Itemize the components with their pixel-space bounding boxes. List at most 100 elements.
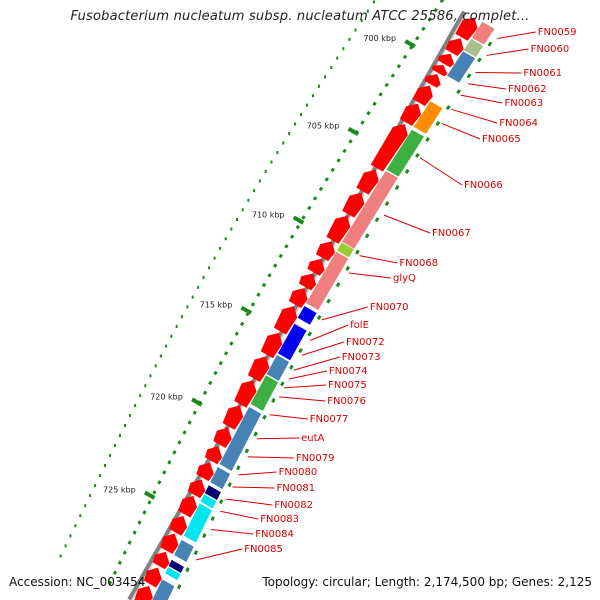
gc-dot [118,434,121,438]
outer-tick [307,331,313,337]
gene-label: FN0065 [482,134,521,145]
cds-arrow [431,65,448,77]
gc-dot [202,276,205,280]
ruler-tick [324,177,329,182]
feature-block [266,355,290,381]
gc-dot [129,414,132,418]
gc-dot [191,295,194,299]
ruler-tick [229,341,234,346]
outer-tick [210,516,215,522]
outer-tick [244,448,250,454]
gc-dot [219,246,222,250]
cds-arrow [342,192,365,218]
leader-line [475,71,522,74]
gene-label: folE [350,320,369,331]
cds-arrow [437,53,455,68]
feature-block [204,485,221,501]
gc-dot [247,198,250,202]
leader-line [196,548,243,561]
ruler-tick [295,224,300,230]
cds-arrow [204,446,223,465]
leader-line [301,341,345,356]
inner-gc-track [59,0,375,558]
gene-label: FN0060 [531,44,570,55]
ruler-label: 715 kbp [200,301,233,310]
cds-arrow [169,515,188,536]
leader-line [309,324,349,341]
feature-block [446,51,476,83]
ruler-label: 720 kbp [150,392,183,401]
cds-arrow [222,405,244,430]
leader-line [383,214,431,234]
feature-block [471,21,495,45]
cds-arrow [187,479,206,499]
gene-label: FN0074 [329,366,368,377]
ruler-tick [250,302,256,307]
outer-tick [289,364,294,370]
gene-label: FN0070 [370,302,409,313]
gene-label: FN0061 [523,68,562,79]
ruler-tick [142,510,147,515]
accession-label: Accession: NC_003454 [9,575,145,589]
ruler-tick [318,186,324,192]
leader-line [441,123,481,140]
feature-block [200,494,217,509]
gene-label: FN0076 [327,396,366,407]
feature-block [174,539,194,562]
ruler-tick [284,244,289,249]
gc-dot [318,84,321,88]
ruler-tick [402,54,408,60]
gene-label: eutA [301,433,324,444]
feature-block [165,567,181,581]
cds-arrow [455,17,478,41]
gc-dot [282,141,285,145]
ruler-tick [307,205,312,211]
ruler-major-tick [404,39,416,49]
cds-arrow [370,124,408,172]
outer-tick [374,217,380,223]
ruler-major-tick [191,397,203,407]
outer-tick [280,381,285,387]
ruler-tick [267,273,272,278]
outer-tick [218,499,224,505]
cds-arrow [152,551,170,570]
cds-arrow [134,585,153,600]
label-leaders [196,31,536,561]
cds-arrow [260,332,283,359]
outer-tick [236,465,241,471]
ruler-tick [360,120,365,125]
gc-dot [294,122,297,126]
outer-tick [262,414,267,420]
gc-dot [306,103,309,107]
feature-block [386,129,425,177]
cds-arrow [307,258,325,276]
gene-label: glyQ [393,273,416,284]
ruler-tick [384,82,389,88]
ruler-tick [330,167,335,173]
gc-dot [230,227,233,231]
gc-dot [330,65,333,69]
leader-line [486,48,529,56]
leader-line [247,456,294,459]
gc-dot [154,364,157,368]
cds-arrow [143,567,162,588]
ruler-tick [187,420,192,425]
gc-dot [336,56,339,60]
forward-cds-track [134,17,478,600]
gene-label: FN0067 [432,228,471,239]
ruler-label: 700 kbp [363,34,396,43]
topology-summary: Topology: circular; Length: 2,174,500 bp… [262,575,592,589]
leader-line [359,255,398,264]
gene-label: FN0080 [279,467,318,478]
ruler-tick [390,73,396,78]
gc-dot [342,47,345,51]
gc-dot [312,94,315,98]
gc-dot [59,554,62,558]
cds-arrow [178,495,198,518]
outer-tick [335,282,341,288]
gene-label: FN0084 [255,529,294,540]
ruler-tick [167,460,172,465]
ruler-tick [421,26,426,31]
outer-tick [466,73,472,79]
leader-line [467,83,507,90]
